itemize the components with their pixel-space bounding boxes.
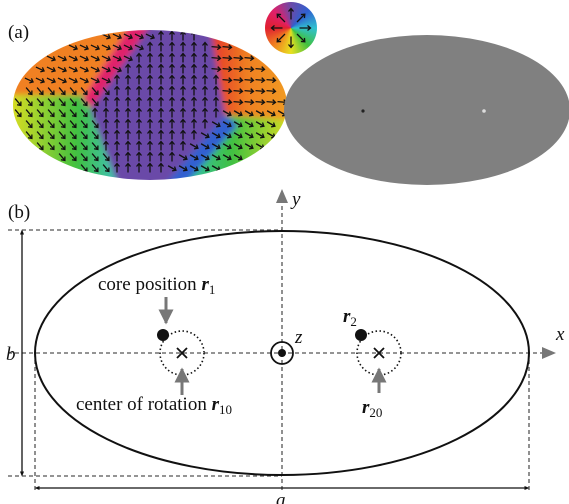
- arrow: [275, 12, 286, 23]
- core-dot: [482, 109, 486, 113]
- arrow: [300, 26, 311, 31]
- subscript: 1: [209, 282, 216, 297]
- z-axis-symbol: [278, 349, 286, 357]
- annotation: r20: [362, 397, 382, 420]
- vortex-core: [157, 329, 169, 341]
- axis-label: x: [555, 324, 565, 345]
- axis-label: z: [294, 327, 303, 348]
- subscript: 10: [219, 402, 232, 417]
- annotation-text: center of rotation: [76, 394, 207, 415]
- diagram: (a) (b) x y z b a core positio: [0, 0, 569, 504]
- arrow: [289, 37, 294, 48]
- subscript: 20: [369, 405, 382, 420]
- annotation: core position r1: [98, 274, 215, 297]
- arrow: [272, 26, 283, 31]
- axis-arrow: [276, 189, 288, 203]
- axis-arrow: [542, 347, 556, 359]
- core-image: [284, 35, 569, 185]
- figure: (a) (b) x y z b a core positio: [0, 0, 569, 504]
- panel-label: (a): [8, 22, 29, 43]
- subscript: 2: [350, 314, 357, 329]
- annotation-text: core position: [98, 274, 197, 295]
- dimension-label: b: [6, 344, 16, 365]
- arrow: [295, 32, 306, 43]
- magnetization-map: [5, 25, 295, 190]
- arrow: [275, 32, 286, 43]
- vortex-core: [355, 329, 367, 341]
- annotation: r2: [343, 306, 357, 329]
- annotation: center of rotation r10: [76, 394, 232, 417]
- arrow: [295, 12, 306, 23]
- panel-label: (b): [8, 202, 30, 223]
- core-dot: [361, 109, 364, 112]
- arrow: [289, 9, 294, 20]
- axis-label: y: [290, 189, 301, 210]
- dimension-label: a: [276, 490, 286, 504]
- wheel-arrows: [272, 9, 311, 48]
